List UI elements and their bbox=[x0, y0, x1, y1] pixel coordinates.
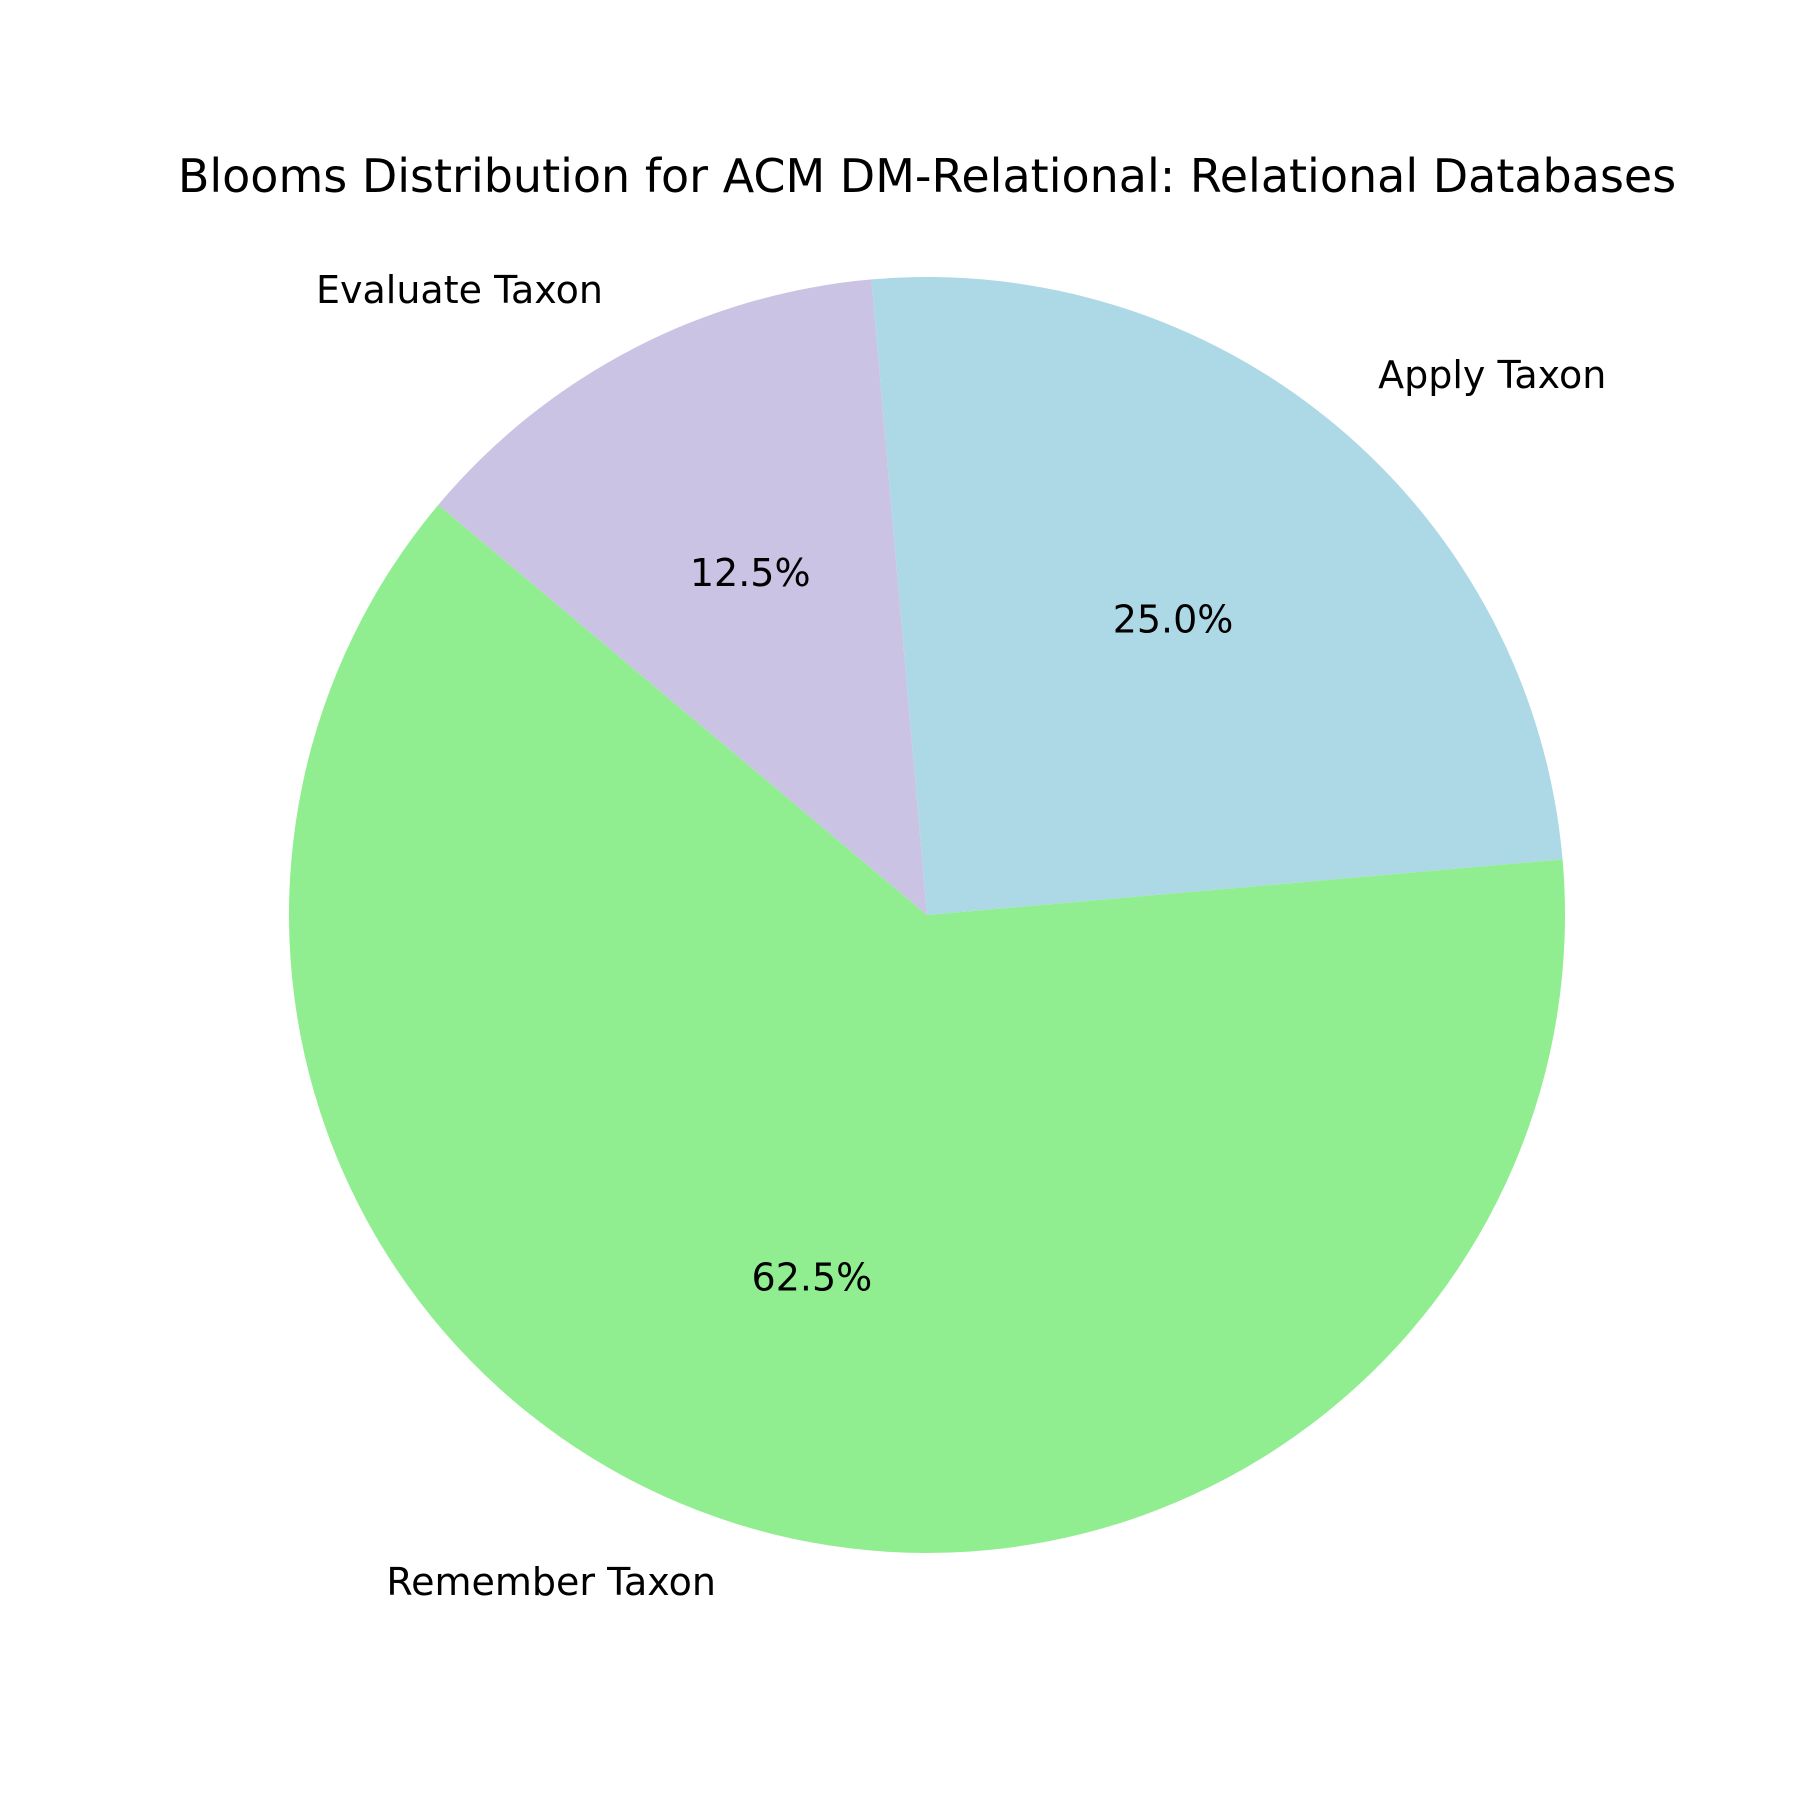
slice-percent-evaluate-taxon: 12.5% bbox=[690, 551, 811, 595]
slice-percent-remember-taxon: 62.5% bbox=[752, 1256, 873, 1300]
pie-labels: Apply Taxon 25.0% Remember Taxon 62.5% Evalu… bbox=[316, 268, 1606, 1604]
pie-slice-remember-taxon bbox=[288, 504, 1566, 1554]
slice-percent-apply-taxon: 25.0% bbox=[1113, 597, 1234, 641]
chart-title: Blooms Distribution for ACM DM-Relationa… bbox=[178, 149, 1676, 203]
pie-slice-apply-taxon bbox=[871, 277, 1563, 916]
slice-label-remember-taxon: Remember Taxon bbox=[386, 1560, 716, 1604]
pie-slice-evaluate-taxon bbox=[438, 279, 927, 915]
pie-slices bbox=[288, 277, 1566, 1554]
slice-label-apply-taxon: Apply Taxon bbox=[1378, 353, 1606, 397]
slice-label-evaluate-taxon: Evaluate Taxon bbox=[316, 268, 603, 312]
